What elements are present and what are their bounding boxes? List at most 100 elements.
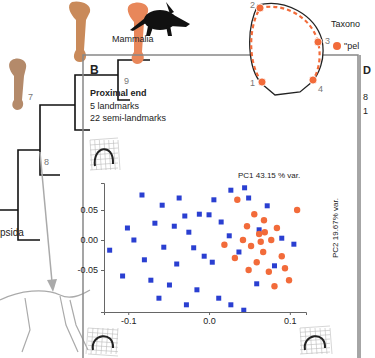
data-point	[160, 203, 165, 208]
mammal-silhouette	[130, 2, 190, 36]
data-point	[177, 196, 182, 201]
tick-label: -0.05	[77, 265, 98, 275]
node-label: 9	[124, 76, 129, 86]
phylogeny: Mammaliapsida978	[0, 1, 190, 352]
data-point	[211, 197, 216, 202]
bone-outline	[250, 3, 323, 95]
tick-mark	[101, 270, 104, 271]
tick-label: 0.1	[284, 316, 297, 326]
data-point	[139, 193, 144, 198]
data-point	[260, 249, 266, 255]
data-point	[216, 296, 221, 301]
landmark-label: 1	[250, 78, 255, 88]
data-point	[248, 243, 254, 249]
data-point	[254, 281, 259, 286]
shape-outline	[95, 149, 113, 166]
pointer-arrow	[40, 152, 52, 282]
panel-label: B	[90, 63, 99, 77]
tick-mark	[290, 312, 291, 315]
tick: -0.1	[121, 312, 137, 326]
data-point	[234, 197, 240, 203]
grid-line	[88, 354, 118, 356]
landmark-label: 2	[250, 0, 255, 10]
axis-line	[105, 313, 307, 316]
grid-line	[300, 326, 330, 328]
data-point	[148, 278, 153, 283]
tick: -0.05	[77, 265, 104, 275]
data-point	[245, 267, 251, 273]
data-point	[262, 229, 268, 235]
data-point	[219, 220, 224, 225]
data-point	[107, 248, 112, 253]
data-point	[197, 212, 202, 217]
data-point	[274, 225, 280, 231]
panel-frame	[83, 55, 358, 358]
data-point	[254, 259, 260, 265]
tick-label: 0.0	[203, 316, 216, 326]
clade-label: psida	[0, 227, 24, 238]
landmark-diagram: 1234	[250, 0, 330, 95]
clade-label: Mammalia	[112, 34, 154, 44]
data-point	[271, 283, 277, 289]
tick: 0.1	[284, 312, 297, 326]
grid-line	[325, 328, 327, 354]
tick: 0.05	[80, 205, 104, 215]
data-point	[202, 254, 207, 259]
grid-line	[90, 153, 118, 155]
data-point	[258, 239, 264, 245]
axis-line	[101, 184, 105, 313]
node-label: 8	[44, 157, 49, 167]
shape-outline	[305, 336, 325, 350]
deformation-grid	[300, 326, 332, 354]
data-point	[279, 236, 284, 241]
grid-line	[113, 140, 115, 170]
tick-label: -0.1	[121, 316, 137, 326]
y-axis: 0.05 0.00 -0.05	[77, 184, 104, 313]
legend-marker	[333, 42, 341, 50]
grid-line	[88, 332, 118, 334]
grid-line	[300, 352, 330, 354]
silhouette-tail	[130, 18, 146, 31]
bone-silhouette	[69, 1, 90, 62]
data-point	[279, 253, 285, 259]
data-point	[156, 296, 161, 301]
legend-title: Taxono	[331, 19, 360, 29]
bone-silhouette	[9, 58, 26, 110]
data-point	[186, 230, 191, 235]
silhouette-ears	[166, 2, 174, 14]
data-point	[236, 250, 241, 255]
chart-subtitle: 22 semi-landmarks	[90, 113, 167, 123]
data-point	[228, 188, 233, 193]
shape-outline	[93, 336, 113, 350]
grid-line	[106, 328, 108, 354]
landmark-point	[309, 76, 317, 84]
data-point	[227, 233, 232, 238]
plot-points	[107, 185, 300, 312]
landmark-label: 3	[325, 36, 330, 46]
deformation-grid	[86, 328, 118, 356]
data-point	[174, 262, 179, 267]
tick-label: 0.00	[80, 235, 98, 245]
data-point	[232, 255, 238, 261]
data-point	[272, 263, 277, 268]
data-point	[261, 217, 267, 223]
y-axis-title: PC2 19.67% var.	[331, 198, 340, 258]
data-point	[125, 226, 130, 231]
data-point	[251, 211, 257, 217]
data-point	[120, 274, 125, 279]
tick-mark	[209, 312, 210, 315]
x-axis: -0.1 0.0 0.1	[105, 312, 307, 326]
panel-text: 8	[363, 92, 368, 102]
panel-text: 1	[363, 106, 368, 116]
data-point	[172, 224, 177, 229]
grid-line	[330, 328, 332, 354]
silhouette-head	[170, 14, 190, 27]
data-point	[184, 302, 189, 307]
chart-title: Proximal end	[90, 88, 147, 98]
data-point	[282, 265, 288, 271]
landmark-point	[256, 4, 264, 12]
grid-line	[90, 138, 118, 140]
data-point	[291, 242, 296, 247]
data-point	[246, 196, 251, 201]
data-point	[242, 185, 247, 190]
